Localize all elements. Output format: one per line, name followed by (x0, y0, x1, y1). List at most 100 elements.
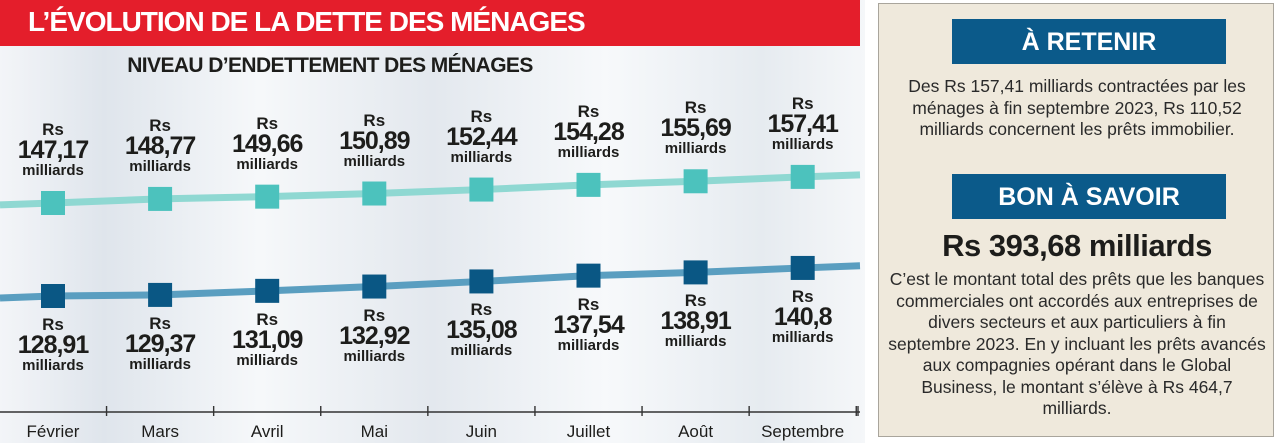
currency-label: Rs (363, 110, 386, 130)
value-label: 149,66 (231, 129, 303, 158)
value-label: 157,41 (767, 109, 838, 138)
data-label: Rs 128,91 milliards (0, 316, 108, 373)
currency-label: Rs (577, 101, 600, 121)
data-label: Rs 152,44 milliards (426, 108, 536, 165)
series-2-marker (469, 269, 494, 294)
x-tick-label: Septembre (761, 422, 845, 441)
value-label: 155,69 (660, 114, 731, 143)
data-label: Rs 150,89 milliards (319, 112, 429, 169)
currency-label: Rs (149, 313, 171, 333)
value-label: 128,91 (17, 331, 89, 359)
series-1-marker (683, 169, 708, 194)
series-2-marker (576, 263, 601, 288)
data-label: Rs 137,54 milliards (534, 296, 644, 353)
chart-area: L’ÉVOLUTION DE LA DETTE DES MÉNAGES NIVE… (0, 0, 865, 443)
data-label: Rs 157,41 milliards (748, 95, 858, 152)
savoir-heading: BON À SAVOIR (952, 174, 1226, 219)
value-label: 154,28 (553, 117, 624, 146)
savoir-text: C’est le montant total des prêts que les… (888, 269, 1266, 418)
unit-label: milliards (450, 342, 513, 360)
series-2-marker (148, 282, 173, 307)
unit-label: milliards (557, 336, 620, 354)
currency-label: Rs (470, 300, 493, 320)
data-label: Rs 132,92 milliards (319, 307, 429, 364)
value-label: 148,77 (124, 131, 196, 160)
value-label: 150,89 (339, 126, 410, 155)
x-tick-label: Mars (141, 422, 179, 441)
unit-label: milliards (236, 351, 299, 369)
data-label: Rs 140,8 milliards (748, 288, 858, 345)
unit-label: milliards (22, 357, 84, 374)
data-label: Rs 129,37 milliards (105, 315, 215, 372)
unit-label: milliards (129, 355, 191, 373)
unit-label: milliards (343, 347, 406, 365)
currency-label: Rs (791, 93, 814, 113)
currency-label: Rs (470, 106, 493, 126)
data-label: Rs 149,66 milliards (212, 115, 322, 172)
currency-label: Rs (42, 315, 64, 334)
data-label: Rs 155,69 milliards (641, 99, 751, 156)
data-label: Rs 138,91 milliards (641, 292, 751, 349)
series-1-marker (362, 181, 387, 206)
unit-label: milliards (557, 143, 620, 161)
value-label: 140,8 (773, 302, 833, 331)
series-1-line (0, 171, 861, 209)
currency-label: Rs (363, 305, 386, 325)
currency-label: Rs (42, 120, 64, 139)
series-1-marker (41, 191, 65, 215)
series-1-marker (469, 177, 494, 202)
x-tick-label: Avril (250, 422, 284, 441)
unit-label: milliards (450, 148, 513, 166)
retenir-heading: À RETENIR (952, 19, 1226, 64)
data-label: Rs 148,77 milliards (105, 117, 215, 174)
data-label: Rs 154,28 milliards (534, 103, 644, 160)
series-2-line (0, 262, 861, 302)
series-2-marker (790, 255, 815, 280)
data-label: Rs 135,08 milliards (426, 301, 536, 358)
series-1-marker (148, 186, 173, 211)
x-tick-label: Juin (465, 422, 497, 441)
x-tick-label: Août (678, 422, 714, 441)
x-tick-label: Juillet (566, 422, 611, 441)
currency-label: Rs (577, 294, 600, 314)
unit-label: milliards (771, 135, 834, 153)
currency-label: Rs (256, 309, 279, 329)
currency-label: Rs (684, 291, 707, 311)
series-1-marker (576, 172, 601, 197)
unit-label: milliards (129, 157, 191, 175)
title-banner: L’ÉVOLUTION DE LA DETTE DES MÉNAGES (0, 0, 860, 46)
series-1-marker (255, 184, 280, 209)
value-label: 147,17 (17, 136, 89, 164)
currency-label: Rs (684, 98, 707, 118)
currency-label: Rs (149, 115, 171, 135)
currency-label: Rs (256, 113, 279, 133)
value-label: 132,92 (339, 321, 410, 350)
unit-label: milliards (771, 328, 834, 346)
info-panel: À RETENIR Des Rs 157,41 milliards contra… (878, 3, 1274, 437)
unit-label: milliards (664, 333, 727, 351)
x-tick-label: Février (26, 422, 80, 441)
value-label: 131,09 (231, 325, 303, 354)
savoir-amount: Rs 393,68 milliards (942, 228, 1212, 263)
series-2-marker (255, 278, 280, 303)
x-tick-label: Mai (360, 422, 388, 441)
value-label: 135,08 (446, 316, 517, 345)
data-label: Rs 147,17 milliards (0, 121, 108, 178)
chart-subtitle: NIVEAU D’ENDETTEMENT DES MÉNAGES (127, 54, 533, 77)
series-2-marker (683, 260, 708, 285)
data-label: Rs 131,09 milliards (212, 311, 322, 368)
series-2-marker (41, 284, 65, 308)
series-2-marker (362, 274, 387, 299)
retenir-text: Des Rs 157,41 milliards contractées par … (908, 76, 1246, 139)
series-1-marker (790, 164, 815, 189)
line-chart (0, 164, 861, 416)
currency-label: Rs (791, 286, 814, 306)
unit-label: milliards (22, 162, 84, 179)
unit-label: milliards (236, 155, 299, 173)
value-label: 129,37 (124, 329, 196, 358)
value-label: 152,44 (446, 122, 517, 151)
value-label: 138,91 (660, 307, 731, 336)
unit-label: milliards (664, 140, 727, 158)
unit-label: milliards (343, 152, 406, 170)
main-title: L’ÉVOLUTION DE LA DETTE DES MÉNAGES (28, 6, 586, 37)
